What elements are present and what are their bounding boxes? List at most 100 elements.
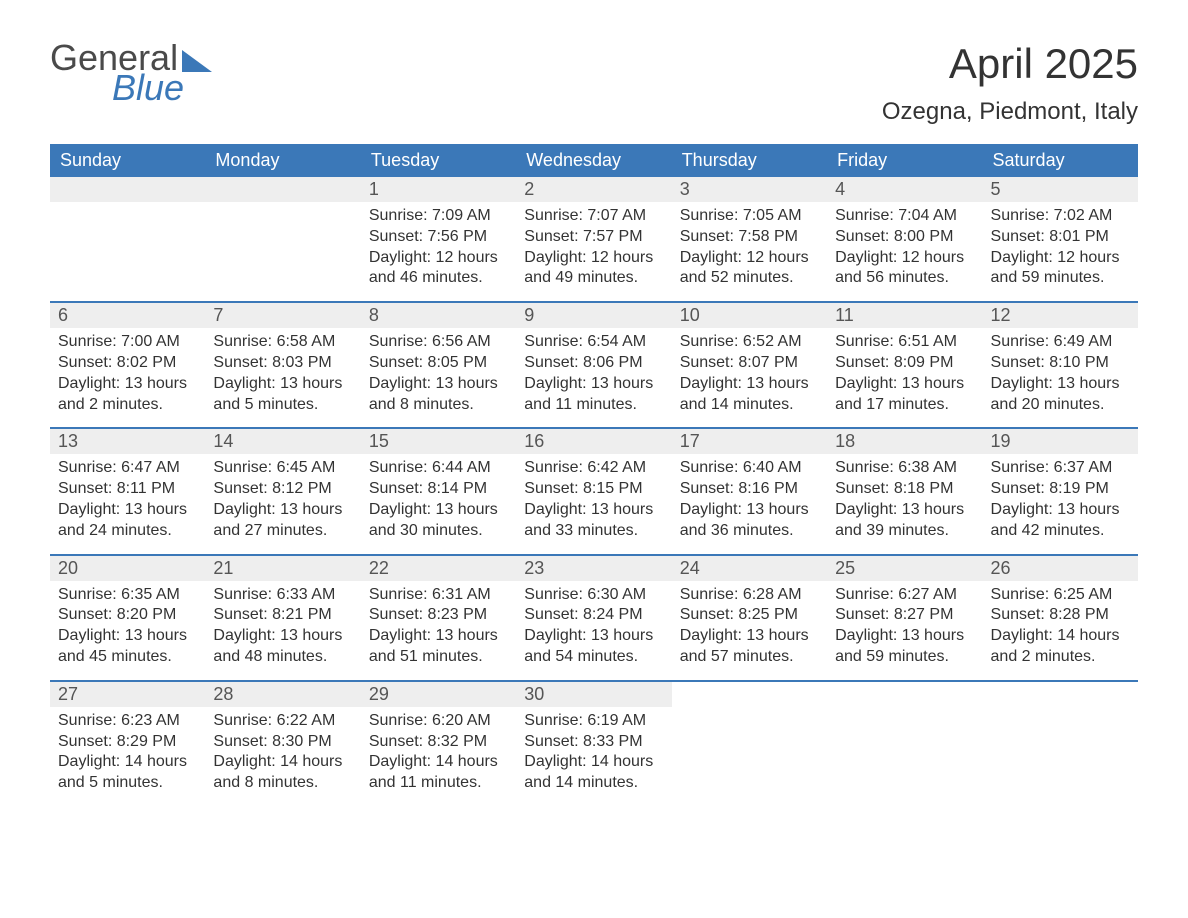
sunset-text: Sunset: 8:27 PM (835, 605, 974, 626)
daylight-text: Daylight: 13 hours and 8 minutes. (369, 374, 508, 416)
sunrise-text: Sunrise: 6:52 AM (680, 332, 819, 353)
cell-body: Sunrise: 6:56 AMSunset: 8:05 PMDaylight:… (361, 328, 516, 427)
day-number: 7 (205, 303, 360, 328)
calendar-cell: 24Sunrise: 6:28 AMSunset: 8:25 PMDayligh… (672, 556, 827, 680)
calendar-cell (827, 682, 982, 806)
sunrise-text: Sunrise: 7:02 AM (991, 206, 1130, 227)
daylight-text: Daylight: 13 hours and 20 minutes. (991, 374, 1130, 416)
sunrise-text: Sunrise: 7:07 AM (524, 206, 663, 227)
sunrise-text: Sunrise: 6:49 AM (991, 332, 1130, 353)
daylight-text: Daylight: 13 hours and 39 minutes. (835, 500, 974, 542)
sunset-text: Sunset: 8:18 PM (835, 479, 974, 500)
week-row: 6Sunrise: 7:00 AMSunset: 8:02 PMDaylight… (50, 301, 1138, 427)
calendar-cell: 2Sunrise: 7:07 AMSunset: 7:57 PMDaylight… (516, 177, 671, 301)
sunrise-text: Sunrise: 6:35 AM (58, 585, 197, 606)
daylight-text: Daylight: 13 hours and 36 minutes. (680, 500, 819, 542)
sunrise-text: Sunrise: 6:54 AM (524, 332, 663, 353)
sunset-text: Sunset: 7:58 PM (680, 227, 819, 248)
day-number: 26 (983, 556, 1138, 581)
calendar-cell: 27Sunrise: 6:23 AMSunset: 8:29 PMDayligh… (50, 682, 205, 806)
daylight-text: Daylight: 13 hours and 27 minutes. (213, 500, 352, 542)
calendar-cell: 30Sunrise: 6:19 AMSunset: 8:33 PMDayligh… (516, 682, 671, 806)
sunrise-text: Sunrise: 6:33 AM (213, 585, 352, 606)
daylight-text: Daylight: 13 hours and 5 minutes. (213, 374, 352, 416)
month-title: April 2025 (882, 40, 1138, 88)
cell-body: Sunrise: 7:04 AMSunset: 8:00 PMDaylight:… (827, 202, 982, 301)
day-number: 5 (983, 177, 1138, 202)
sunrise-text: Sunrise: 6:27 AM (835, 585, 974, 606)
day-number (205, 177, 360, 202)
calendar-cell: 1Sunrise: 7:09 AMSunset: 7:56 PMDaylight… (361, 177, 516, 301)
day-header-sunday: Sunday (50, 144, 205, 177)
calendar-cell: 4Sunrise: 7:04 AMSunset: 8:00 PMDaylight… (827, 177, 982, 301)
cell-body: Sunrise: 6:20 AMSunset: 8:32 PMDaylight:… (361, 707, 516, 806)
cell-body: Sunrise: 6:33 AMSunset: 8:21 PMDaylight:… (205, 581, 360, 680)
sunrise-text: Sunrise: 6:51 AM (835, 332, 974, 353)
calendar-cell: 13Sunrise: 6:47 AMSunset: 8:11 PMDayligh… (50, 429, 205, 553)
calendar-cell: 20Sunrise: 6:35 AMSunset: 8:20 PMDayligh… (50, 556, 205, 680)
day-header-row: SundayMondayTuesdayWednesdayThursdayFrid… (50, 144, 1138, 177)
sunset-text: Sunset: 8:14 PM (369, 479, 508, 500)
calendar-cell: 26Sunrise: 6:25 AMSunset: 8:28 PMDayligh… (983, 556, 1138, 680)
day-number: 14 (205, 429, 360, 454)
sunset-text: Sunset: 8:15 PM (524, 479, 663, 500)
sunset-text: Sunset: 8:19 PM (991, 479, 1130, 500)
sunset-text: Sunset: 8:10 PM (991, 353, 1130, 374)
day-number: 27 (50, 682, 205, 707)
calendar-cell: 23Sunrise: 6:30 AMSunset: 8:24 PMDayligh… (516, 556, 671, 680)
sunrise-text: Sunrise: 6:38 AM (835, 458, 974, 479)
daylight-text: Daylight: 13 hours and 2 minutes. (58, 374, 197, 416)
day-header-wednesday: Wednesday (516, 144, 671, 177)
day-number: 19 (983, 429, 1138, 454)
cell-body: Sunrise: 6:45 AMSunset: 8:12 PMDaylight:… (205, 454, 360, 553)
cell-body: Sunrise: 6:22 AMSunset: 8:30 PMDaylight:… (205, 707, 360, 806)
sunset-text: Sunset: 8:02 PM (58, 353, 197, 374)
daylight-text: Daylight: 12 hours and 52 minutes. (680, 248, 819, 290)
sunrise-text: Sunrise: 6:40 AM (680, 458, 819, 479)
sunset-text: Sunset: 8:23 PM (369, 605, 508, 626)
daylight-text: Daylight: 13 hours and 14 minutes. (680, 374, 819, 416)
calendar-cell: 11Sunrise: 6:51 AMSunset: 8:09 PMDayligh… (827, 303, 982, 427)
calendar-cell (205, 177, 360, 301)
day-header-saturday: Saturday (983, 144, 1138, 177)
sunset-text: Sunset: 8:06 PM (524, 353, 663, 374)
daylight-text: Daylight: 12 hours and 49 minutes. (524, 248, 663, 290)
calendar-cell: 17Sunrise: 6:40 AMSunset: 8:16 PMDayligh… (672, 429, 827, 553)
sunrise-text: Sunrise: 6:37 AM (991, 458, 1130, 479)
sunset-text: Sunset: 8:12 PM (213, 479, 352, 500)
day-header-monday: Monday (205, 144, 360, 177)
cell-body: Sunrise: 7:05 AMSunset: 7:58 PMDaylight:… (672, 202, 827, 301)
day-number: 25 (827, 556, 982, 581)
daylight-text: Daylight: 14 hours and 2 minutes. (991, 626, 1130, 668)
sunset-text: Sunset: 8:30 PM (213, 732, 352, 753)
sunrise-text: Sunrise: 7:09 AM (369, 206, 508, 227)
sunset-text: Sunset: 8:24 PM (524, 605, 663, 626)
logo-text-blue: Blue (112, 70, 212, 106)
week-row: 13Sunrise: 6:47 AMSunset: 8:11 PMDayligh… (50, 427, 1138, 553)
cell-body: Sunrise: 6:30 AMSunset: 8:24 PMDaylight:… (516, 581, 671, 680)
sunset-text: Sunset: 8:28 PM (991, 605, 1130, 626)
cell-body (983, 707, 1138, 723)
day-number: 9 (516, 303, 671, 328)
sunrise-text: Sunrise: 6:45 AM (213, 458, 352, 479)
day-number: 10 (672, 303, 827, 328)
daylight-text: Daylight: 14 hours and 11 minutes. (369, 752, 508, 794)
day-number: 23 (516, 556, 671, 581)
cell-body (50, 202, 205, 218)
cell-body: Sunrise: 6:42 AMSunset: 8:15 PMDaylight:… (516, 454, 671, 553)
day-number: 24 (672, 556, 827, 581)
cell-body: Sunrise: 6:19 AMSunset: 8:33 PMDaylight:… (516, 707, 671, 806)
day-number: 30 (516, 682, 671, 707)
cell-body: Sunrise: 6:25 AMSunset: 8:28 PMDaylight:… (983, 581, 1138, 680)
calendar-cell: 5Sunrise: 7:02 AMSunset: 8:01 PMDaylight… (983, 177, 1138, 301)
cell-body: Sunrise: 7:02 AMSunset: 8:01 PMDaylight:… (983, 202, 1138, 301)
day-number: 12 (983, 303, 1138, 328)
day-number: 20 (50, 556, 205, 581)
cell-body: Sunrise: 6:23 AMSunset: 8:29 PMDaylight:… (50, 707, 205, 806)
day-number: 21 (205, 556, 360, 581)
location-subtitle: Ozegna, Piedmont, Italy (882, 98, 1138, 126)
calendar-cell: 21Sunrise: 6:33 AMSunset: 8:21 PMDayligh… (205, 556, 360, 680)
sunrise-text: Sunrise: 7:04 AM (835, 206, 974, 227)
day-number: 4 (827, 177, 982, 202)
daylight-text: Daylight: 13 hours and 11 minutes. (524, 374, 663, 416)
